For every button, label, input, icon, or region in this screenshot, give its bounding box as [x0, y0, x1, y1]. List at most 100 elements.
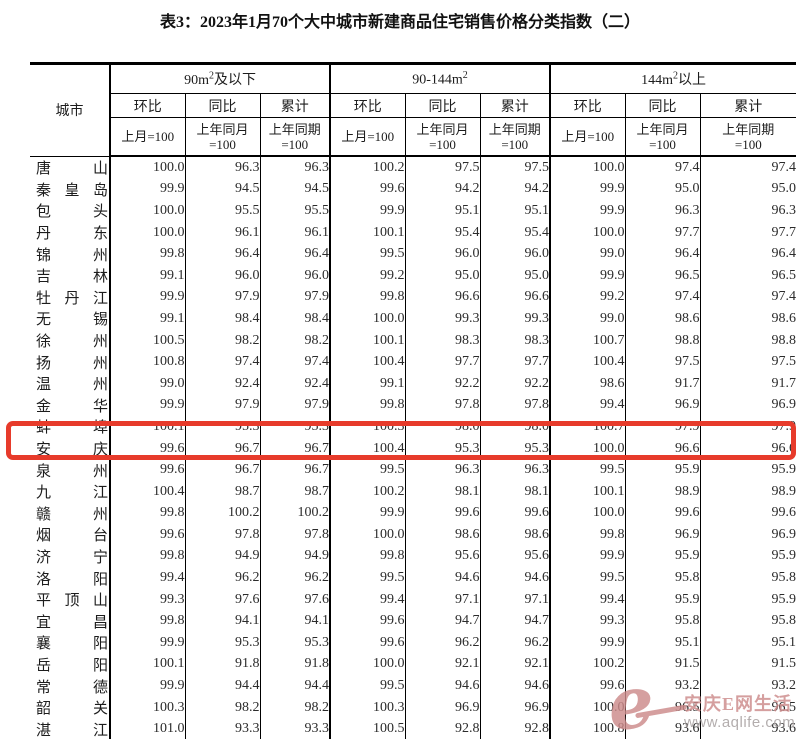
watermark: e 安庆E网生活 www.aqlife.com	[604, 658, 800, 739]
table-row: 济宁 99.8 94.9 94.9 99.8 95.6 95.6 99.9 95.9 95.9	[30, 545, 797, 568]
value-cell: 98.6	[404, 524, 481, 546]
value-cell: 97.9	[699, 416, 797, 438]
value-cell: 100.2	[329, 156, 406, 179]
value-cell: 95.9	[699, 459, 797, 481]
value-cell: 94.4	[184, 675, 260, 697]
value-cell: 99.4	[549, 394, 626, 417]
value-cell: 91.7	[624, 372, 701, 395]
group-label-sup: 2	[208, 70, 214, 82]
value-cell: 99.6	[109, 459, 185, 481]
value-cell: 99.5	[549, 459, 626, 481]
value-cell: 95.8	[699, 567, 797, 589]
base-header-prev-month: 上月=100	[109, 117, 185, 157]
city-cell: 襄阳	[36, 636, 108, 653]
value-cell: 96.9	[404, 696, 481, 719]
value-cell: 95.3	[404, 437, 481, 460]
value-cell: 91.5	[699, 653, 797, 676]
value-cell: 96.0	[259, 264, 331, 287]
value-cell: 97.4	[699, 156, 797, 179]
base-header-line: =100	[649, 136, 676, 152]
table-row: 湛江 101.0 93.3 93.3 100.5 92.8 92.8 100.8 93.6 93.…	[30, 718, 797, 739]
value-cell: 99.5	[329, 459, 406, 481]
value-cell: 100.0	[109, 200, 185, 222]
value-cell: 97.1	[479, 588, 551, 611]
value-cell: 96.1	[259, 221, 331, 244]
value-cell: 96.4	[259, 243, 331, 265]
city-cell: 吉林	[36, 269, 108, 286]
value-cell: 100.0	[549, 437, 626, 460]
value-cell: 96.9	[479, 696, 551, 719]
value-cell: 97.7	[404, 351, 481, 373]
value-cell: 99.8	[329, 286, 406, 309]
value-cell: 93.3	[259, 718, 331, 739]
value-cell: 99.9	[549, 632, 626, 654]
value-cell: 99.4	[329, 588, 406, 611]
city-cell: 九江	[36, 485, 108, 502]
city-cell: 韶关	[36, 701, 108, 718]
table-row: 安庆 99.6 96.7 96.7 100.4 95.3 95.3 100.0 96.6 96.6	[30, 437, 797, 460]
value-cell: 98.1	[404, 480, 481, 503]
value-cell: 99.6	[479, 502, 551, 525]
value-cell: 94.7	[404, 610, 481, 633]
group-label: 90-144m	[412, 72, 463, 88]
value-cell: 94.4	[259, 675, 331, 697]
value-cell: 94.2	[479, 178, 551, 201]
base-header-same-period-last-year: 上年同期 =100	[259, 117, 331, 157]
value-cell: 92.4	[259, 372, 331, 395]
value-cell: 94.5	[184, 178, 260, 201]
value-cell: 100.4	[329, 437, 406, 460]
value-cell: 92.2	[404, 372, 481, 395]
watermark-url: www.aqlife.com	[684, 714, 796, 731]
value-cell: 100.5	[109, 329, 185, 352]
value-cell: 96.0	[184, 264, 260, 287]
city-cell: 洛阳	[36, 571, 108, 588]
value-cell: 100.8	[109, 351, 185, 373]
measure-header-cumulative: 累计	[479, 93, 551, 118]
value-cell: 100.4	[109, 480, 185, 503]
value-cell: 95.3	[184, 632, 260, 654]
value-cell: 98.9	[624, 480, 701, 503]
value-cell: 100.0	[109, 156, 185, 179]
value-cell: 101.0	[109, 718, 185, 739]
value-cell: 95.3	[479, 437, 551, 460]
measure-header-yoy: 同比	[404, 93, 481, 118]
value-cell: 100.1	[329, 221, 406, 244]
city-cell: 岳阳	[36, 657, 108, 674]
value-cell: 98.2	[184, 696, 260, 719]
value-cell: 99.6	[404, 502, 481, 525]
value-cell: 99.9	[549, 264, 626, 287]
value-cell: 97.9	[259, 286, 331, 309]
value-cell: 98.4	[259, 308, 331, 330]
value-cell: 100.0	[549, 156, 626, 179]
value-cell: 96.3	[259, 156, 331, 179]
base-header-line: =100	[209, 136, 236, 152]
value-cell: 99.8	[109, 502, 185, 525]
value-cell: 98.9	[699, 480, 797, 503]
value-cell: 96.3	[184, 156, 260, 179]
value-cell: 96.3	[404, 459, 481, 481]
table-row: 锦州 99.8 96.4 96.4 99.5 96.0 96.0 99.0 96.4 96.4	[30, 243, 797, 265]
value-cell: 96.3	[624, 200, 701, 222]
city-cell: 湛江	[36, 722, 108, 739]
table-row: 赣州 99.8 100.2 100.2 99.9 99.6 99.6 100.0 99.6 99.…	[30, 502, 797, 525]
value-cell: 99.9	[549, 178, 626, 201]
base-header-same-month-last-year: 上年同月 =100	[624, 117, 701, 157]
value-cell: 96.7	[259, 459, 331, 481]
value-cell: 93.2	[699, 675, 797, 697]
value-cell: 99.8	[329, 394, 406, 417]
city-cell: 金华	[36, 398, 108, 415]
value-cell: 96.2	[259, 567, 331, 589]
value-cell: 99.9	[109, 178, 185, 201]
base-header-prev-month: 上月=100	[549, 117, 626, 157]
city-cell: 包头	[36, 204, 108, 221]
table-row: 韶关 100.3 98.2 98.2 100.3 96.9 96.9 100.0 96.5 96.…	[30, 696, 797, 719]
city-cell: 徐州	[36, 334, 108, 351]
value-cell: 97.4	[624, 156, 701, 179]
value-cell: 96.4	[699, 243, 797, 265]
value-cell: 94.1	[259, 610, 331, 633]
value-cell: 96.9	[624, 524, 701, 546]
value-cell: 97.4	[699, 286, 797, 309]
base-header-line: =100	[281, 136, 309, 152]
value-cell: 100.4	[329, 351, 406, 373]
